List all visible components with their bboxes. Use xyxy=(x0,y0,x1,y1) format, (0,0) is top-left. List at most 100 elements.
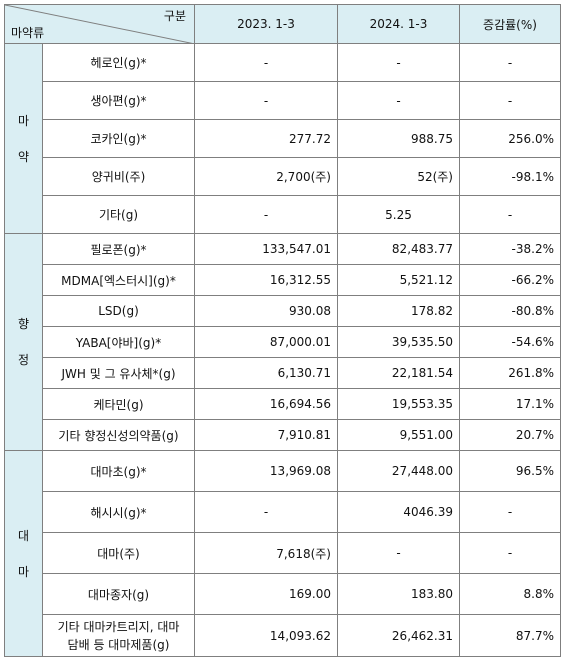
table-row: 마 약 헤로인(g)* - - - xyxy=(4,43,561,234)
value-2023: 277.72 xyxy=(194,119,338,158)
value-2024: 27,448.00 xyxy=(337,450,460,492)
corner-diagonal-line xyxy=(5,5,195,44)
column-header-2023: 2023. 1-3 xyxy=(194,4,338,44)
corner-header-cell: 구분 마약류 xyxy=(4,4,195,44)
value-2023: - xyxy=(194,491,338,533)
table-row: 해시시(g)* - 4046.39 - xyxy=(5,491,561,533)
drug-name: 기타 향정신성의약품(g) xyxy=(42,419,195,451)
change-rate: -38.2% xyxy=(459,233,561,265)
drug-name: YABA[야바](g)* xyxy=(42,326,195,358)
drug-name: JWH 및 그 유사체*(g) xyxy=(42,357,195,389)
corner-label-drug-type: 마약류 xyxy=(11,26,45,40)
drug-name: 대마초(g)* xyxy=(42,450,195,492)
group-char: 정 xyxy=(17,353,30,367)
change-rate: - xyxy=(459,43,561,82)
drug-name: 생아편(g)* xyxy=(42,81,195,120)
table-row: 대 마 대마초(g)* 13,969.08 27,448.00 96.5% xyxy=(4,450,561,657)
drug-name: 케타민(g) xyxy=(42,388,195,420)
value-2024: 5,521.12 xyxy=(337,264,460,296)
change-rate: - xyxy=(459,532,561,574)
group-char: 약 xyxy=(17,149,30,164)
change-rate: -54.6% xyxy=(459,326,561,358)
table-row: LSD(g) 930.08 178.82 -80.8% xyxy=(5,295,561,327)
drug-name-line: 담배 등 대마제품(g) xyxy=(67,637,170,652)
value-2023: 13,969.08 xyxy=(194,450,338,492)
table-row: JWH 및 그 유사체*(g) 6,130.71 22,181.54 261.8… xyxy=(5,357,561,389)
table-row: MDMA[엑스터시](g)* 16,312.55 5,521.12 -66.2% xyxy=(5,264,561,296)
value-2023: 16,694.56 xyxy=(194,388,338,420)
value-2024: 9,551.00 xyxy=(337,419,460,451)
drug-name: 필로폰(g)* xyxy=(42,233,195,265)
value-2024: 5.25 xyxy=(337,195,460,234)
drug-name: 대마종자(g) xyxy=(42,573,195,615)
table-row: 기타 대마카트리지, 대마 담배 등 대마제품(g) 14,093.62 26,… xyxy=(5,614,561,657)
drug-name: 양귀비(주) xyxy=(42,157,195,196)
change-rate: 96.5% xyxy=(459,450,561,492)
table-row: 기타 향정신성의약품(g) 7,910.81 9,551.00 20.7% xyxy=(5,419,561,451)
value-2023: 14,093.62 xyxy=(194,614,338,657)
column-header-2024: 2024. 1-3 xyxy=(337,4,460,44)
value-2023: 930.08 xyxy=(194,295,338,327)
value-2023: 2,700(주) xyxy=(194,157,338,196)
value-2024: 178.82 xyxy=(337,295,460,327)
value-2024: 26,462.31 xyxy=(337,614,460,657)
change-rate: -98.1% xyxy=(459,157,561,196)
drug-name: LSD(g) xyxy=(42,295,195,327)
value-2023: 7,618(주) xyxy=(194,532,338,574)
value-2024: 988.75 xyxy=(337,119,460,158)
change-rate: - xyxy=(459,81,561,120)
value-2023: 6,130.71 xyxy=(194,357,338,389)
group-label-narcotics: 마 약 xyxy=(4,43,43,234)
drug-name: 기타 대마카트리지, 대마 담배 등 대마제품(g) xyxy=(42,614,195,657)
value-2023: - xyxy=(194,81,338,120)
change-rate: 8.8% xyxy=(459,573,561,615)
value-2024: - xyxy=(337,81,460,120)
change-rate: 256.0% xyxy=(459,119,561,158)
drug-name: 대마(주) xyxy=(42,532,195,574)
drug-name: MDMA[엑스터시](g)* xyxy=(42,264,195,296)
change-rate: -80.8% xyxy=(459,295,561,327)
change-rate: -66.2% xyxy=(459,264,561,296)
change-rate: 20.7% xyxy=(459,419,561,451)
value-2023: - xyxy=(194,195,338,234)
value-2024: 39,535.50 xyxy=(337,326,460,358)
value-2024: 183.80 xyxy=(337,573,460,615)
change-rate: - xyxy=(459,195,561,234)
group-char: 향 xyxy=(17,317,30,331)
table-row: 케타민(g) 16,694.56 19,553.35 17.1% xyxy=(5,388,561,420)
drug-name: 해시시(g)* xyxy=(42,491,195,533)
group-char: 마 xyxy=(17,113,30,128)
drug-name: 코카인(g)* xyxy=(42,119,195,158)
drug-name: 기타(g) xyxy=(42,195,195,234)
value-2024: 19,553.35 xyxy=(337,388,460,420)
value-2024: 52(주) xyxy=(337,157,460,196)
value-2023: 87,000.01 xyxy=(194,326,338,358)
column-header-rate: 증감률(%) xyxy=(459,4,561,44)
change-rate: 87.7% xyxy=(459,614,561,657)
change-rate: 17.1% xyxy=(459,388,561,420)
header-row: 구분 마약류 2023. 1-3 2024. 1-3 증감률(%) xyxy=(4,4,561,44)
corner-label-category: 구분 xyxy=(163,9,186,23)
table-row: 양귀비(주) 2,700(주) 52(주) -98.1% xyxy=(5,157,561,196)
group-char: 마 xyxy=(17,564,30,579)
value-2023: 7,910.81 xyxy=(194,419,338,451)
change-rate: - xyxy=(459,491,561,533)
table-row: 향 정 필로폰(g)* 133,547.01 82,483.77 -38.2% xyxy=(4,233,561,451)
table-row: YABA[야바](g)* 87,000.01 39,535.50 -54.6% xyxy=(5,326,561,358)
table-row: 대마(주) 7,618(주) - - xyxy=(5,532,561,574)
table-row: 생아편(g)* - - - xyxy=(5,81,561,120)
group-label-cannabis: 대 마 xyxy=(4,450,43,657)
table-row: 코카인(g)* 277.72 988.75 256.0% xyxy=(5,119,561,158)
value-2024: - xyxy=(337,43,460,82)
table-row: 대마종자(g) 169.00 183.80 8.8% xyxy=(5,573,561,615)
seizure-stats-table: 구분 마약류 2023. 1-3 2024. 1-3 증감률(%) 마 약 헤로… xyxy=(4,4,561,657)
value-2023: - xyxy=(194,43,338,82)
value-2023: 169.00 xyxy=(194,573,338,615)
drug-name-line: 기타 대마카트리지, 대마 xyxy=(57,619,180,634)
value-2024: 22,181.54 xyxy=(337,357,460,389)
group-char: 대 xyxy=(17,528,30,543)
group-label-psychotropic: 향 정 xyxy=(4,233,43,451)
value-2024: 82,483.77 xyxy=(337,233,460,265)
value-2023: 16,312.55 xyxy=(194,264,338,296)
table-row: 기타(g) - 5.25 - xyxy=(5,195,561,234)
